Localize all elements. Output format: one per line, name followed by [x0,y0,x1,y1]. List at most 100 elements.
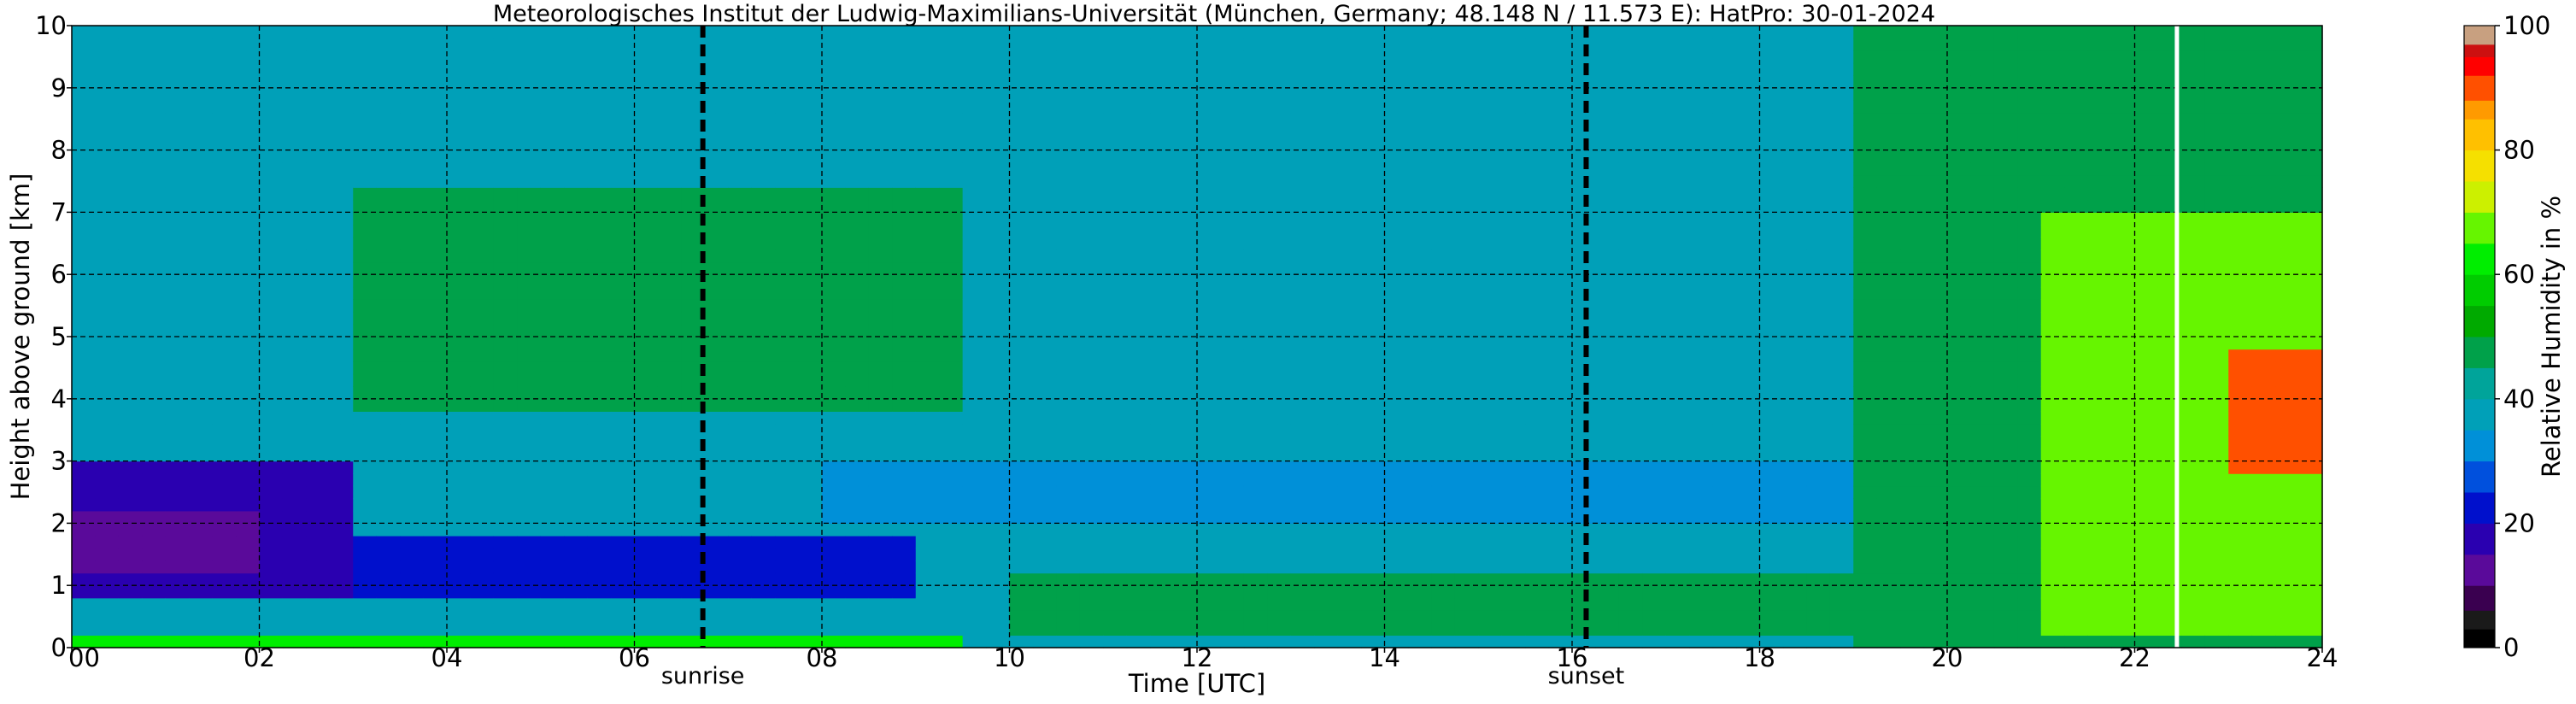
heatmap-cell [751,535,776,549]
heatmap-cell [1782,585,1807,599]
heatmap-cell [1361,199,1386,213]
heatmap-cell [423,286,448,300]
heatmap-cell [845,237,870,250]
heatmap-cell [728,373,753,387]
heatmap-cell [1056,286,1081,300]
heatmap-cell [95,398,120,412]
heatmap-cell [1032,125,1057,138]
heatmap-cell [1150,100,1175,114]
heatmap-cell [1478,485,1503,499]
heatmap-cell [329,261,354,275]
heatmap-cell [657,498,682,512]
heatmap-cell [1900,461,1925,474]
heatmap-cell [2017,411,2042,425]
heatmap-cell [353,224,378,238]
heatmap-cell [1736,436,1761,449]
heatmap-cell [2134,610,2159,624]
heatmap-cell [1782,237,1807,250]
heatmap-cell [2134,635,2159,648]
heatmap-cell [2087,212,2112,226]
heatmap-cell [1103,461,1128,474]
heatmap-cell [1829,349,1854,362]
heatmap-cell [1361,560,1386,574]
heatmap-cell [1712,138,1737,151]
heatmap-cell [1009,473,1034,487]
heatmap-cell [728,585,753,599]
heatmap-cell [493,274,518,288]
heatmap-cell [1337,174,1362,188]
heatmap-cell [845,224,870,238]
heatmap-cell [189,411,214,425]
heatmap-cell [822,373,847,387]
heatmap-cell [1267,548,1292,561]
heatmap-cell [751,349,776,362]
heatmap-cell [892,449,917,462]
heatmap-cell [1056,299,1081,313]
heatmap-cell [1970,622,1995,637]
heatmap-cell [1126,150,1151,163]
heatmap-cell [1267,174,1292,188]
heatmap-cell [962,112,987,126]
heatmap-cell [564,585,589,599]
heatmap-cell [1712,510,1737,524]
heatmap-cell [1384,548,1409,561]
heatmap-cell [1876,585,1901,599]
heatmap-cell [165,635,190,648]
heatmap-cell [915,261,940,275]
colorbar-segment [2464,274,2495,307]
heatmap-cell [1103,26,1128,39]
heatmap-cell [376,411,401,425]
heatmap-cell [400,87,425,101]
heatmap-cell [1829,610,1854,624]
heatmap-cell [1712,398,1737,412]
heatmap-cell [1173,162,1198,176]
heatmap-cell [447,75,472,89]
heatmap-cell [2040,62,2065,76]
heatmap-cell [892,174,917,188]
heatmap-cell [728,311,753,326]
heatmap-cell [2111,498,2136,512]
heatmap-cell [1126,510,1151,524]
heatmap-cell [1173,187,1198,201]
heatmap-cell [540,572,565,586]
heatmap-cell [2040,597,2065,611]
heatmap-cell [1173,473,1198,487]
heatmap-cell [447,324,472,337]
heatmap-cell [118,436,143,449]
heatmap-cell [1290,174,1315,188]
heatmap-cell [2087,87,2112,101]
heatmap-cell [493,411,518,425]
heatmap-cell [165,261,190,275]
heatmap-cell [2204,449,2229,462]
heatmap-cell [1806,473,1831,487]
heatmap-cell [236,138,261,151]
heatmap-cell [1876,423,1901,437]
heatmap-cell [986,150,1011,163]
heatmap-cell [1876,26,1901,39]
heatmap-cell [2275,423,2300,437]
heatmap-cell [1572,449,1597,462]
heatmap-cell [1759,50,1784,64]
heatmap-cell [1103,485,1128,499]
heatmap-cell [1829,274,1854,288]
heatmap-cell [2275,87,2300,101]
heatmap-cell [1384,261,1409,275]
heatmap-cell [1618,436,1643,449]
heatmap-cell [728,286,753,300]
event-lines: sunrise sunset [661,26,2180,689]
heatmap-cell [1548,498,1573,512]
heatmap-cell [1009,150,1034,163]
heatmap-cell [2017,212,2042,226]
heatmap-cell [72,597,97,611]
heatmap-cell [845,436,870,449]
heatmap-cell [1361,174,1386,188]
heatmap-cell [681,436,706,449]
heatmap-cell [1454,50,1479,64]
heatmap-cell [212,572,237,586]
heatmap-cell [1056,610,1081,624]
heatmap-cell [236,361,261,375]
heatmap-cell [2228,461,2253,474]
heatmap-cell [728,473,753,487]
heatmap-cell [1642,461,1667,474]
heatmap-cell [657,274,682,288]
